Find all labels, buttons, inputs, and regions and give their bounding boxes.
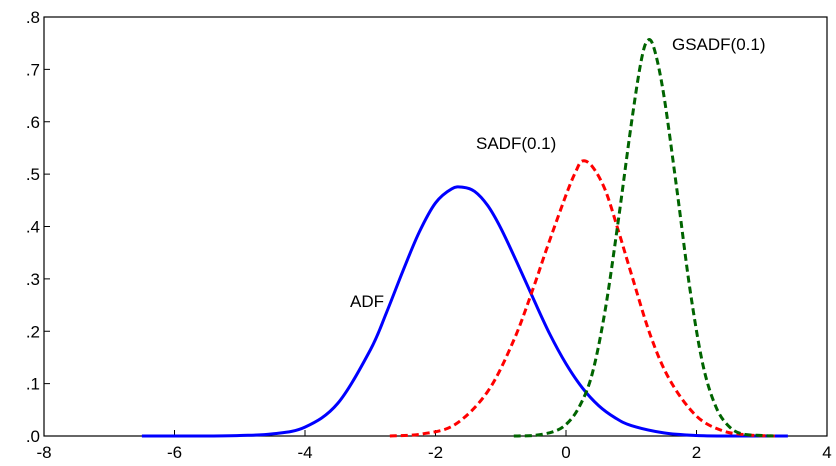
y-tick-label: .2: [26, 322, 40, 341]
y-tick-label: .7: [26, 60, 40, 79]
x-tick-label: -8: [36, 443, 51, 462]
x-tick-label: 2: [692, 443, 701, 462]
series-label-gsadf: GSADF(0.1): [672, 35, 766, 54]
y-tick-label: .4: [26, 218, 40, 237]
y-tick-label: .8: [26, 8, 40, 27]
x-axis: -8 -6 -4 -2 0 2 4: [36, 430, 832, 462]
y-tick-label: .1: [26, 375, 40, 394]
series-layer: [141, 38, 788, 438]
y-tick-label: .0: [26, 427, 40, 446]
x-tick-label: -6: [167, 443, 182, 462]
x-tick-label: -2: [428, 443, 443, 462]
y-tick-label: .6: [26, 113, 40, 132]
plot-frame: [43, 16, 828, 437]
series-line-gsadf: [513, 38, 775, 438]
x-tick-label: 4: [822, 443, 831, 462]
series-label-sadf: SADF(0.1): [476, 134, 556, 153]
series-label-adf: ADF: [350, 292, 384, 311]
y-tick-label: .3: [26, 270, 40, 289]
y-axis: .0 .1 .2 .3 .4 .5 .6 .7 .8: [26, 8, 50, 446]
x-tick-label: 0: [561, 443, 570, 462]
x-tick-label: -4: [297, 443, 312, 462]
y-tick-label: .5: [26, 165, 40, 184]
series-line-adf: [141, 185, 788, 438]
series-line-sadf: [389, 159, 775, 438]
